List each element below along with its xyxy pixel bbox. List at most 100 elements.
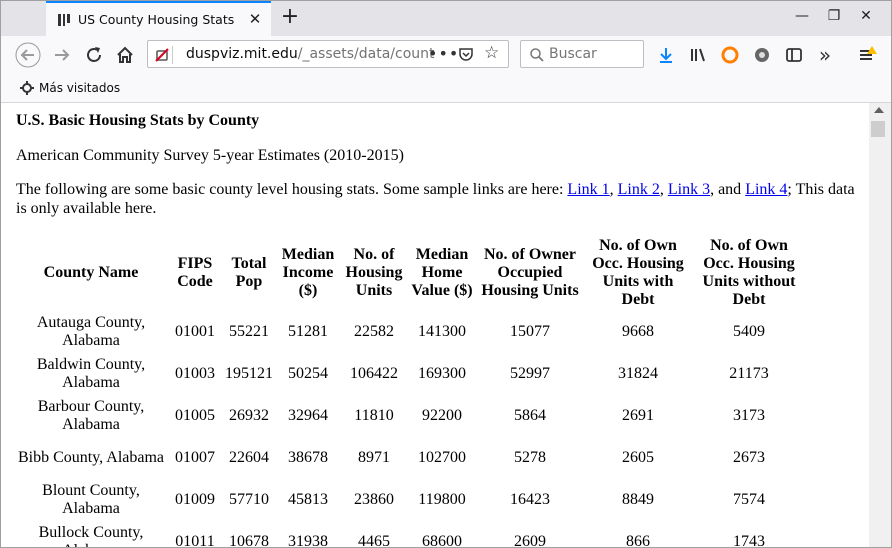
bookmarks-bar: Más visitados: [1, 74, 891, 103]
table-cell: 21173: [729, 365, 769, 382]
table-cell: 8971: [358, 449, 390, 466]
table-cell: 01011: [175, 533, 215, 547]
table-cell: 23860: [354, 491, 394, 508]
separator: ,: [659, 181, 668, 198]
column-header: No. of Owner Occupied Housing Units: [481, 246, 579, 299]
county-name-cell: Autauga County, Alabama: [36, 314, 146, 349]
table-cell: 15077: [510, 323, 550, 340]
page-content: U.S. Basic Housing Stats by County Ameri…: [1, 103, 869, 547]
vertical-scrollbar[interactable]: [869, 103, 891, 547]
url-path: /_assets/data/count: [297, 46, 435, 62]
table-cell: 32964: [288, 407, 328, 424]
reader-sidebar-icon[interactable]: [784, 45, 804, 65]
extension-gear-icon[interactable]: [752, 45, 772, 65]
pocket-icon[interactable]: [458, 46, 474, 62]
intro-text: The following are some basic county leve…: [16, 181, 568, 198]
link-3[interactable]: Link 3: [667, 181, 711, 198]
table-cell: 119800: [418, 491, 466, 508]
table-cell: 01007: [175, 449, 215, 466]
library-icon[interactable]: [688, 45, 708, 65]
table-cell: 31938: [288, 533, 328, 547]
table-row: Baldwin County, Alabama 01003 195121 50254 1…: [15, 354, 805, 394]
table-cell: 26932: [229, 407, 269, 424]
tab-title: US County Housing Stats: [78, 12, 235, 27]
table-cell: 68600: [422, 533, 462, 547]
table-cell: 45813: [288, 491, 328, 508]
table-cell: 169300: [418, 365, 466, 382]
menu-icon[interactable]: [857, 45, 877, 65]
page-title: U.S. Basic Housing Stats by County: [16, 112, 260, 129]
search-bar[interactable]: [520, 40, 644, 68]
county-name-cell: Bullock County, Alabama: [38, 524, 144, 547]
page-actions-icon[interactable]: •••: [428, 44, 460, 63]
table-header-row: County Name FIPS Code Total Pop Median I…: [15, 236, 805, 310]
home-button[interactable]: [111, 41, 139, 69]
column-header: Median Home Value ($): [411, 246, 473, 299]
forward-button[interactable]: [48, 41, 76, 69]
scroll-thumb[interactable]: [871, 121, 885, 137]
reload-icon: [87, 47, 101, 62]
close-tab-icon[interactable]: ✕: [248, 10, 262, 28]
table-row: Autauga County, Alabama 01001 55221 51281 22…: [15, 312, 805, 352]
extension-orange-icon[interactable]: [720, 45, 740, 65]
scroll-up-arrow-icon[interactable]: [874, 107, 884, 113]
table-cell: 9668: [622, 323, 654, 340]
minimize-button[interactable]: —: [795, 8, 809, 24]
separator: , and: [710, 181, 746, 198]
intro-trailing-text: ; This data is only available here.: [16, 181, 855, 217]
link-2[interactable]: Link 2: [617, 181, 660, 198]
link-1[interactable]: Link 1: [567, 181, 610, 198]
intro-paragraph: The following are some basic county leve…: [16, 180, 866, 218]
table-cell: 01009: [175, 491, 215, 508]
table-row: Barbour County, Alabama 01005 26932 32964 11…: [15, 396, 805, 436]
separator: ,: [609, 181, 618, 198]
county-name-cell: Baldwin County, Alabama: [36, 356, 146, 391]
url-divider: [172, 46, 173, 64]
column-header: No. of Housing Units: [345, 246, 403, 299]
url-bar[interactable]: duspviz.mit.edu/_assets/data/count ••• ☆: [147, 40, 509, 68]
url-text[interactable]: duspviz.mit.edu/_assets/data/count: [186, 46, 448, 62]
table-cell: 3173: [733, 407, 765, 424]
table-cell: 102700: [418, 449, 466, 466]
table-cell: 2605: [622, 449, 654, 466]
download-icon[interactable]: [656, 45, 676, 65]
column-header: Median Income ($): [281, 246, 335, 299]
search-input[interactable]: [549, 46, 639, 62]
table-cell: 52997: [510, 365, 550, 382]
table-cell: 22582: [354, 323, 394, 340]
home-icon: [117, 46, 133, 63]
back-arrow-icon: [15, 42, 41, 68]
table-cell: 4465: [358, 533, 390, 547]
table-cell: 5409: [733, 323, 765, 340]
table-cell: 5864: [514, 407, 546, 424]
overflow-chevron-icon[interactable]: »: [818, 43, 832, 67]
table-row: Blount County, Alabama 01009 57710 45813 238…: [15, 480, 805, 520]
bookmark-most-visited[interactable]: Más visitados: [39, 81, 121, 95]
insecure-page-icon[interactable]: [154, 47, 170, 63]
table-cell: 31824: [618, 365, 658, 382]
table-cell: 866: [626, 533, 650, 547]
column-header: County Name: [43, 264, 139, 281]
county-name-cell: Barbour County, Alabama: [37, 398, 145, 433]
table-cell: 01005: [175, 407, 215, 424]
tab-active[interactable]: US County Housing Stats ✕: [46, 1, 271, 36]
table-cell: 5278: [514, 449, 546, 466]
column-header: No. of Own Occ. Housing Units without De…: [702, 237, 796, 308]
link-4[interactable]: Link 4: [745, 181, 788, 198]
table-cell: 8849: [622, 491, 654, 508]
table-cell: 141300: [418, 323, 466, 340]
search-icon: [530, 48, 544, 62]
table-cell: 7574: [733, 491, 765, 508]
table-cell: 01003: [175, 365, 215, 382]
close-window-button[interactable]: ✕: [860, 8, 872, 24]
maximize-button[interactable]: ❐: [827, 8, 841, 24]
table-cell: 2691: [622, 407, 654, 424]
new-tab-button[interactable]: +: [280, 4, 300, 29]
bookmark-star-icon[interactable]: ☆: [484, 43, 500, 63]
table-cell: 1743: [733, 533, 765, 547]
reload-button[interactable]: [80, 41, 108, 69]
table-cell: 10678: [229, 533, 269, 547]
table-row: Bullock County, Alabama 01011 10678 31938 44…: [15, 522, 805, 547]
back-button[interactable]: [14, 41, 42, 69]
